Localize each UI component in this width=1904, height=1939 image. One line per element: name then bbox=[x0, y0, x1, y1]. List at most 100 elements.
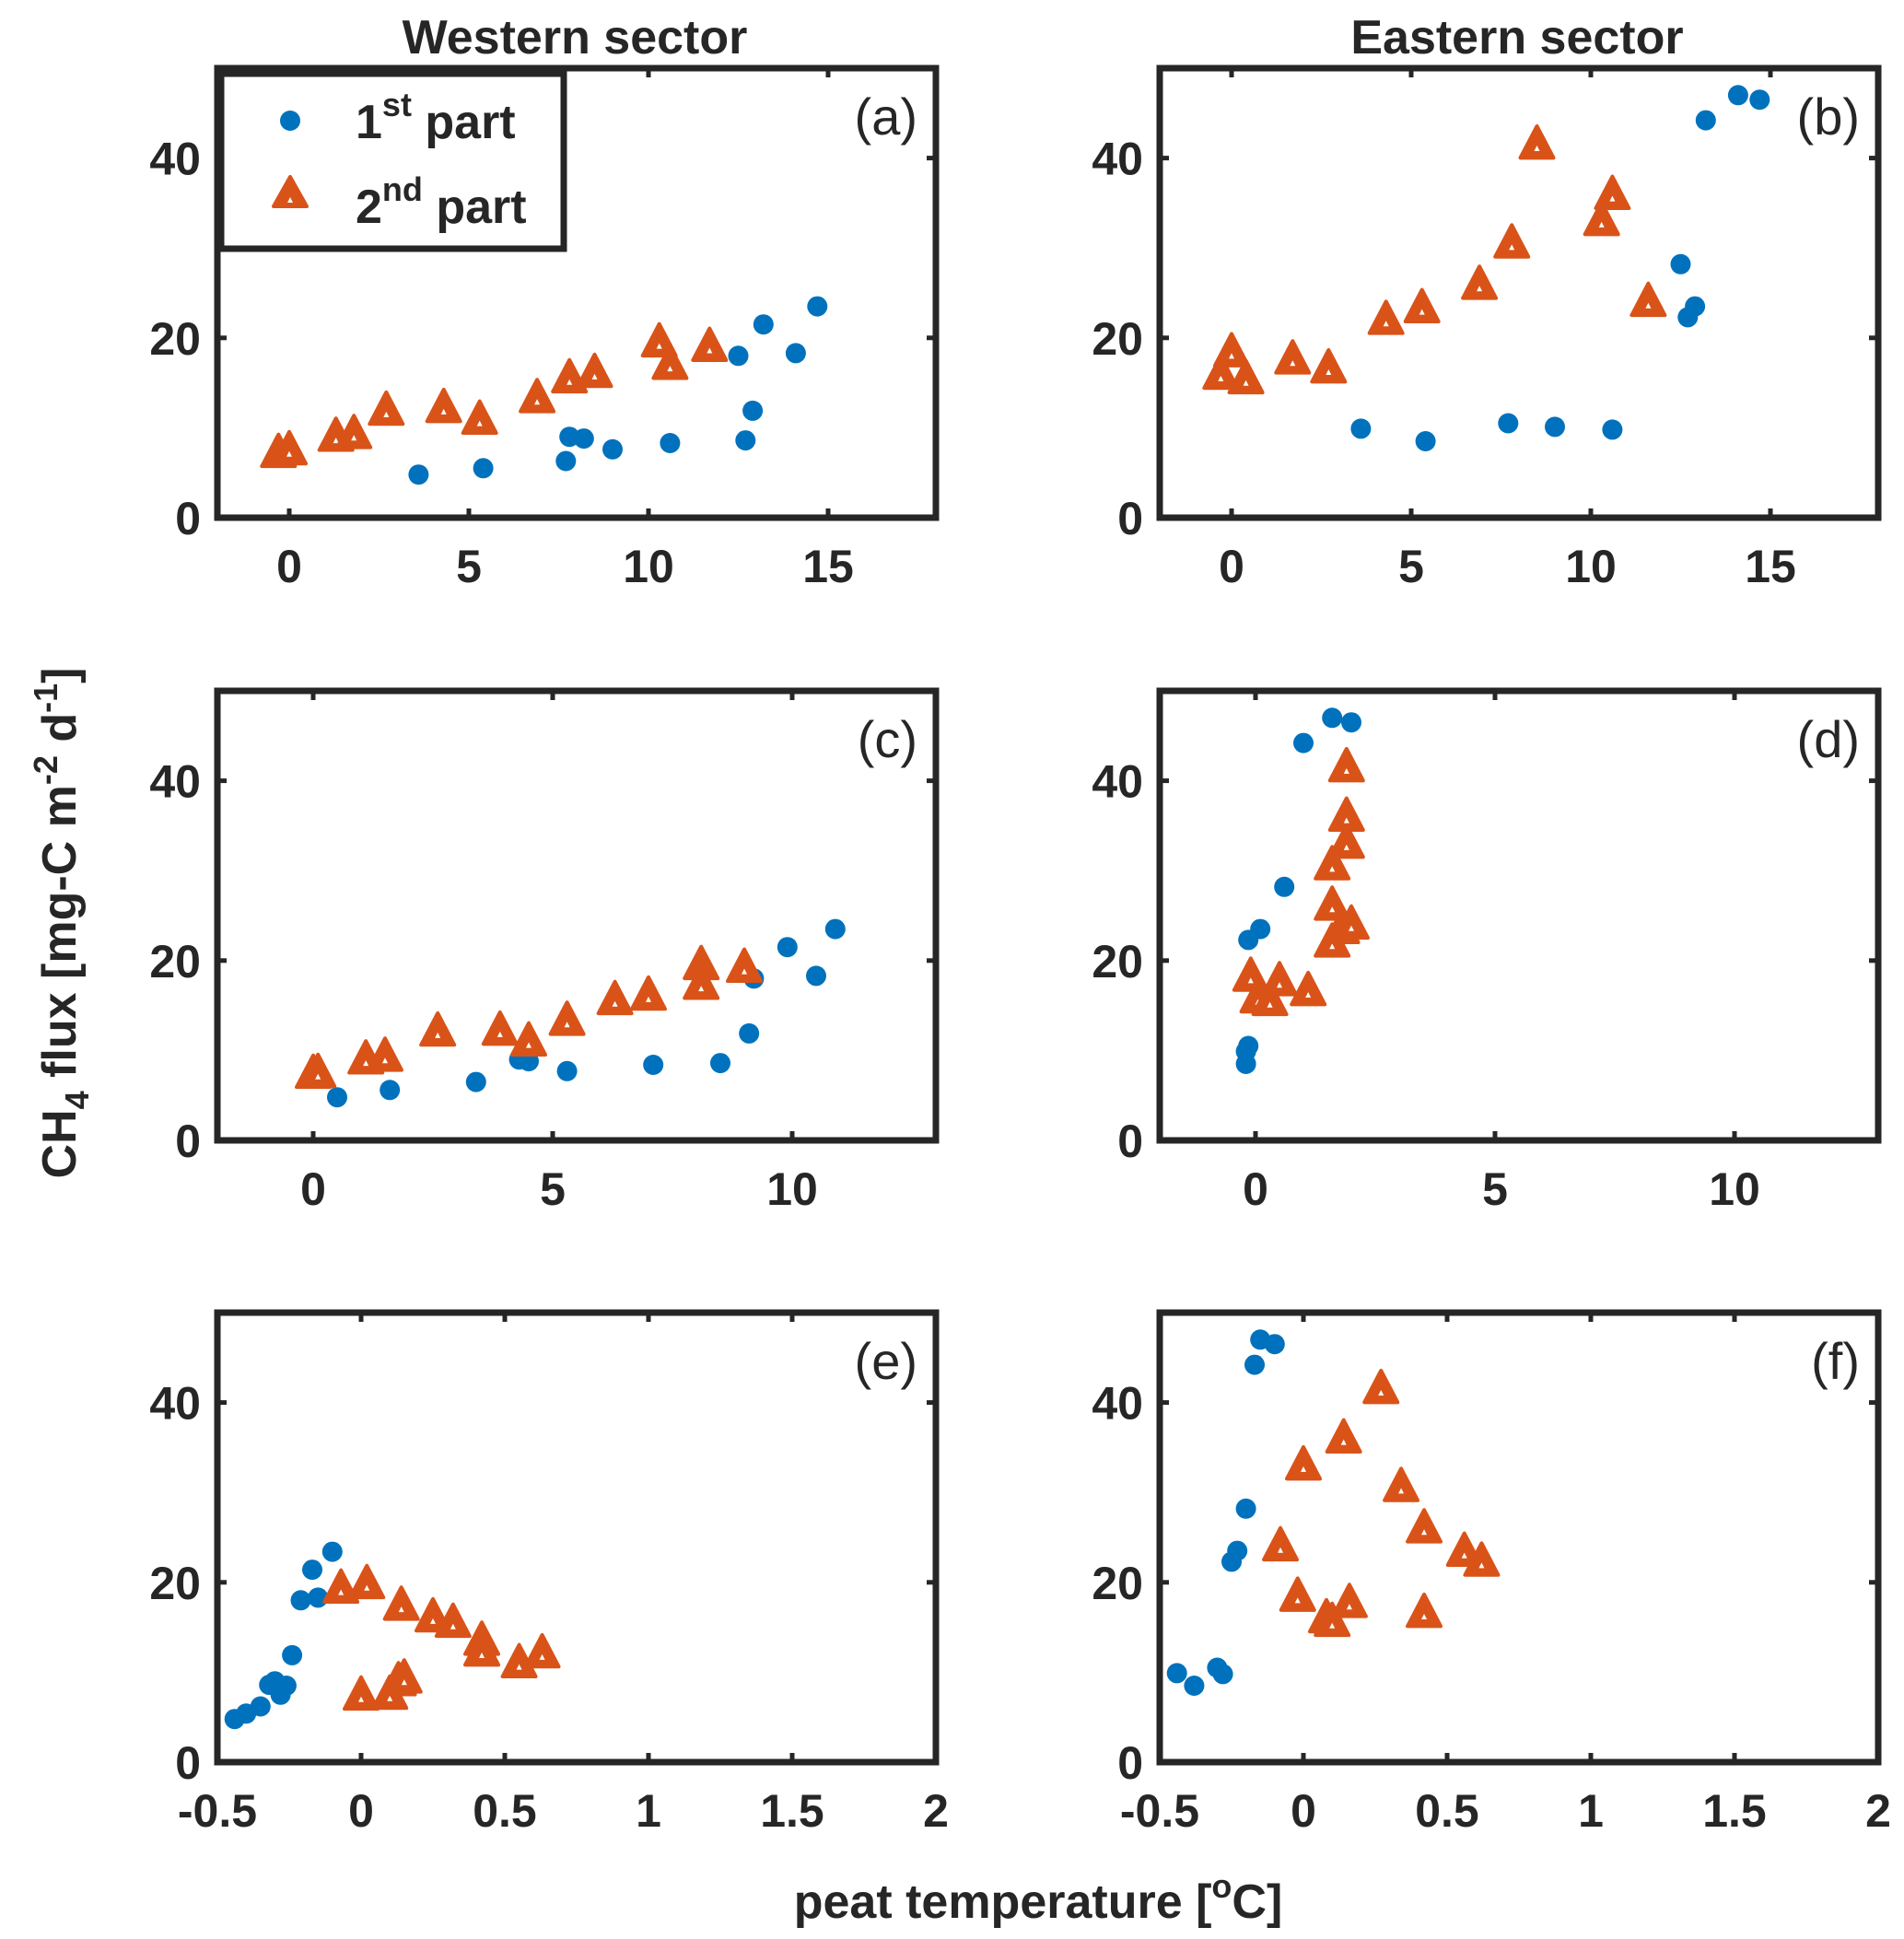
x-tick-label: 0.5 bbox=[473, 1785, 537, 1837]
point-2nd-part bbox=[1310, 347, 1348, 384]
point-2nd-part-inner bbox=[450, 1623, 456, 1629]
point-2nd-part-inner bbox=[516, 1664, 522, 1670]
point-2nd-part bbox=[368, 390, 405, 426]
point-2nd-part bbox=[630, 975, 667, 1011]
point-2nd-part-inner bbox=[1349, 925, 1354, 931]
panel-label: (a) bbox=[855, 88, 917, 146]
point-1st-part bbox=[742, 400, 764, 421]
y-tick-label: 0 bbox=[175, 1737, 201, 1789]
point-2nd-part bbox=[1333, 904, 1370, 940]
x-tick-label: 2 bbox=[923, 1785, 949, 1837]
point-2nd-part bbox=[1493, 223, 1531, 259]
point-2nd-part bbox=[461, 399, 498, 436]
point-2nd-part bbox=[691, 326, 729, 362]
point-2nd-part-inner bbox=[526, 1042, 531, 1048]
point-1st-part bbox=[1227, 1540, 1248, 1561]
panel-label: (b) bbox=[1797, 88, 1860, 146]
point-1st-part bbox=[556, 1060, 578, 1081]
y-tick-label: 0 bbox=[175, 1116, 201, 1167]
point-2nd-part bbox=[523, 1632, 561, 1669]
point-2nd-part bbox=[1262, 1525, 1300, 1562]
x-tick-label: 15 bbox=[1745, 541, 1796, 592]
point-1st-part bbox=[1322, 707, 1343, 729]
point-2nd-part-inner bbox=[476, 420, 483, 426]
point-1st-part bbox=[806, 965, 826, 987]
point-2nd-part-inner bbox=[534, 399, 541, 405]
y-tick-label: 40 bbox=[1092, 756, 1143, 808]
point-2nd-part-inner bbox=[564, 1022, 570, 1028]
point-2nd-part-inner bbox=[479, 1652, 485, 1658]
point-2nd-part-inner bbox=[430, 1618, 436, 1624]
point-2nd-part bbox=[1367, 299, 1405, 335]
point-1st-part bbox=[1415, 431, 1436, 451]
point-1st-part bbox=[1695, 110, 1716, 131]
point-1st-part bbox=[1350, 418, 1372, 439]
point-2nd-part-inner bbox=[382, 1057, 388, 1064]
point-1st-part bbox=[1166, 1663, 1187, 1684]
point-2nd-part bbox=[425, 387, 462, 424]
point-2nd-part-inner bbox=[1346, 1604, 1352, 1610]
point-2nd-part bbox=[1461, 264, 1499, 300]
point-2nd-part-inner bbox=[1305, 991, 1312, 998]
point-2nd-part-inner bbox=[1301, 1466, 1306, 1472]
panel-label: (e) bbox=[855, 1332, 917, 1390]
legend-marker-1st-part bbox=[280, 111, 300, 131]
y-axis-title: CH4 flux [mg-C m-2 d-1] bbox=[27, 668, 96, 1179]
point-2nd-part bbox=[419, 1010, 457, 1047]
x-tick-label: 0 bbox=[1291, 1785, 1316, 1837]
x-tick-label: 2 bbox=[1865, 1785, 1891, 1837]
point-2nd-part-inner bbox=[742, 968, 747, 975]
x-tick-label: 0 bbox=[300, 1163, 326, 1215]
point-1st-part bbox=[1545, 416, 1565, 438]
point-2nd-part bbox=[1213, 332, 1250, 368]
point-2nd-part bbox=[651, 345, 689, 380]
x-tick-label: 10 bbox=[766, 1163, 818, 1215]
point-2nd-part bbox=[1406, 1508, 1443, 1544]
x-tick-label: 0 bbox=[1219, 541, 1244, 592]
point-2nd-part bbox=[299, 1052, 337, 1089]
point-2nd-part-inner bbox=[1247, 977, 1254, 984]
point-2nd-part-inner bbox=[1329, 906, 1336, 913]
point-2nd-part-inner bbox=[1534, 145, 1540, 151]
point-1st-part bbox=[753, 314, 774, 335]
legend: 2nd part 1st part bbox=[217, 70, 567, 252]
point-1st-part bbox=[1293, 732, 1314, 753]
axes-box bbox=[1156, 687, 1882, 1144]
point-2nd-part-inner bbox=[1277, 982, 1282, 988]
point-2nd-part-inner bbox=[1477, 286, 1483, 292]
point-2nd-part-inner bbox=[1278, 1547, 1284, 1553]
x-tick-label: 15 bbox=[802, 541, 854, 592]
point-2nd-part bbox=[1362, 1368, 1400, 1405]
point-2nd-part-inner bbox=[1398, 1488, 1405, 1494]
point-1st-part bbox=[302, 1559, 322, 1581]
point-2nd-part-inner bbox=[539, 1653, 545, 1660]
y-tick-label: 40 bbox=[149, 1378, 201, 1430]
point-2nd-part-inner bbox=[707, 347, 713, 354]
point-2nd-part bbox=[415, 1596, 451, 1633]
x-tick-label: 1 bbox=[636, 1785, 661, 1837]
x-tick-label: 10 bbox=[1709, 1163, 1760, 1215]
legend-label-2nd-part: 2nd part bbox=[356, 170, 527, 234]
x-tick-label: 10 bbox=[1565, 541, 1617, 592]
y-tick-label: 20 bbox=[1092, 1558, 1143, 1609]
point-1st-part bbox=[1274, 876, 1295, 897]
y-tick-label: 0 bbox=[1117, 1116, 1143, 1167]
point-1st-part bbox=[380, 1080, 401, 1101]
x-tick-label: 1.5 bbox=[760, 1785, 824, 1837]
point-2nd-part-inner bbox=[656, 343, 662, 349]
y-tick-label: 20 bbox=[149, 936, 201, 987]
point-2nd-part bbox=[1327, 796, 1365, 833]
point-2nd-part bbox=[343, 1675, 380, 1711]
x-tick-label: 0.5 bbox=[1415, 1785, 1479, 1837]
point-1st-part bbox=[473, 458, 494, 479]
y-tick-label: 0 bbox=[175, 493, 201, 544]
point-2nd-part-inner bbox=[315, 1073, 321, 1080]
point-2nd-part-inner bbox=[398, 1606, 404, 1613]
point-2nd-part-inner bbox=[383, 411, 390, 417]
point-2nd-part-inner bbox=[1326, 368, 1332, 375]
point-2nd-part-inner bbox=[1329, 943, 1336, 950]
point-2nd-part bbox=[348, 1563, 386, 1600]
panel-a: 0 5 10 15 0 20 40 (a) bbox=[149, 64, 940, 592]
point-2nd-part bbox=[463, 1630, 501, 1667]
